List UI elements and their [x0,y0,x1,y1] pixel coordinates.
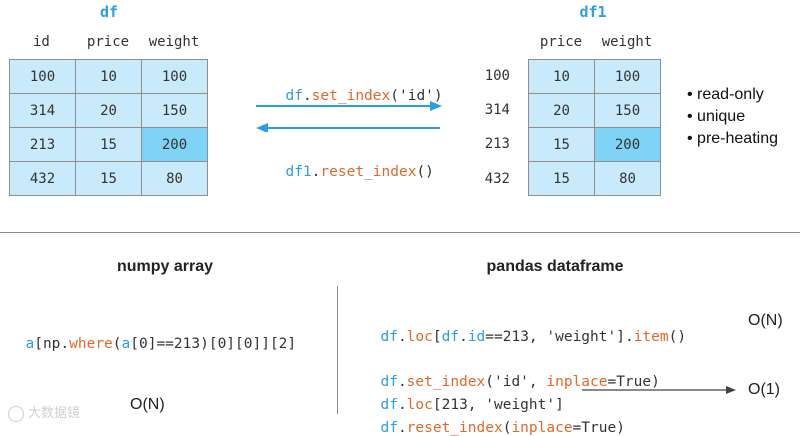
df-title: df [99,3,119,21]
watermark: 大数据镜 [8,402,80,422]
df-cell: 80 [142,162,208,196]
numpy-complexity: O(N) [130,396,165,413]
df1-col-price: price [539,34,583,50]
df1-cell: 15 [529,162,595,196]
set-index-label: df.set_index('id') [285,88,443,104]
df1-table: 10 100 20 150 15 200 15 80 [528,59,661,196]
numpy-code: a[np.where(a[0]==213)[0][0]][2] [25,336,297,352]
df-cell: 15 [76,128,142,162]
df-table: 100 10 100 314 20 150 213 15 200 432 15 … [9,59,208,196]
pandas-code-line-1: df.loc[df.id==213, 'weight'].item() [380,329,687,345]
df-cell: 150 [142,94,208,128]
df-cell: 432 [10,162,76,196]
df1-index-label: 213 [484,136,510,152]
property-read-only: • read-only [687,86,764,103]
property-pre-heating: • pre-heating [687,130,778,147]
df1-index-label: 100 [484,68,510,84]
forward-arrow-icon [256,101,442,132]
df1-cell: 150 [595,94,661,128]
pandas-section-title: pandas dataframe [486,258,624,275]
pandas-index-complexity: O(1) [748,381,780,398]
df1-index-label: 432 [484,171,510,187]
vertical-divider [337,286,338,414]
property-unique: • unique [687,108,746,125]
pandas-code-line-4: df.reset_index(inplace=True) [380,420,625,436]
df-cell: 20 [76,94,142,128]
reset-index-label: df1.reset_index() [285,164,434,180]
df1-cell: 20 [529,94,595,128]
df-cell: 213 [10,128,76,162]
pandas-code-line-2: df.set_index('id', inplace=True) [380,374,660,390]
df1-col-weight: weight [601,34,653,50]
pandas-loc-complexity: O(N) [748,312,783,329]
numpy-section-title: numpy array [116,258,214,275]
df-cell: 15 [76,162,142,196]
df1-cell: 10 [529,60,595,94]
index-properties-list: • read-only • unique • pre-heating [687,84,778,150]
pandas-code-line-3: df.loc[213, 'weight'] [380,397,564,413]
complexity-arrow-icon [582,386,736,394]
df-cell: 10 [76,60,142,94]
df-col-price: price [86,34,130,50]
df1-cell: 80 [595,162,661,196]
df-cell: 314 [10,94,76,128]
df1-title: df1 [579,3,607,21]
watermark-logo-icon [8,405,24,422]
df1-index-label: 314 [484,102,510,118]
df-cell: 100 [10,60,76,94]
df-cell-highlighted: 200 [142,128,208,162]
horizontal-divider [0,232,800,233]
df-col-id: id [33,34,50,50]
df-col-weight: weight [148,34,200,50]
df1-cell: 100 [595,60,661,94]
df1-cell: 15 [529,128,595,162]
df1-cell-highlighted: 200 [595,128,661,162]
df-cell: 100 [142,60,208,94]
